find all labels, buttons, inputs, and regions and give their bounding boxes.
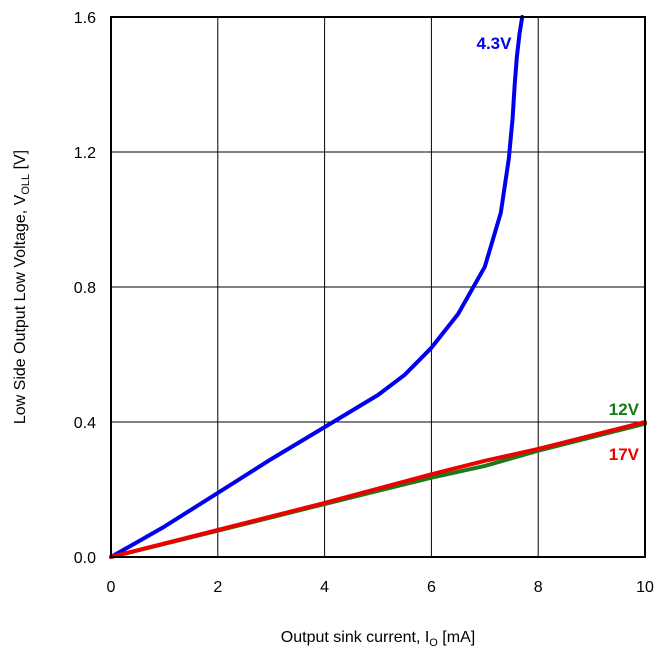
x-tick-label: 6 — [427, 579, 436, 596]
y-axis-title: Low Side Output Low Voltage, VOLL [V] — [12, 150, 32, 424]
series-label-4-3v: 4.3V — [477, 34, 513, 53]
series-label-17v: 17V — [609, 445, 640, 464]
y-tick-label: 1.2 — [74, 145, 96, 162]
x-tick-label: 4 — [320, 579, 329, 596]
x-tick-label: 8 — [534, 579, 543, 596]
series-line-17v — [109, 420, 647, 559]
x-axis-title: Output sink current, IO [mA] — [281, 629, 475, 649]
x-tick-label: 2 — [213, 579, 222, 596]
y-tick-label: 0.4 — [74, 415, 96, 432]
y-tick-label: 0.8 — [74, 280, 96, 297]
plot-frame — [110, 16, 646, 558]
x-tick-label: 0 — [107, 579, 116, 596]
grid — [111, 17, 645, 557]
series-lines — [109, 15, 647, 559]
series-line-4-3v — [109, 15, 525, 559]
series-labels: 4.3V 12V 17V — [477, 34, 640, 464]
y-tick-label: 0.0 — [74, 550, 96, 567]
x-tick-label: 10 — [636, 579, 654, 596]
y-tick-label: 1.6 — [74, 10, 96, 27]
series-label-12v: 12V — [609, 400, 640, 419]
tick-labels: 0 2 4 6 8 10 0.0 0.4 0.8 1.2 1.6 — [74, 10, 654, 596]
